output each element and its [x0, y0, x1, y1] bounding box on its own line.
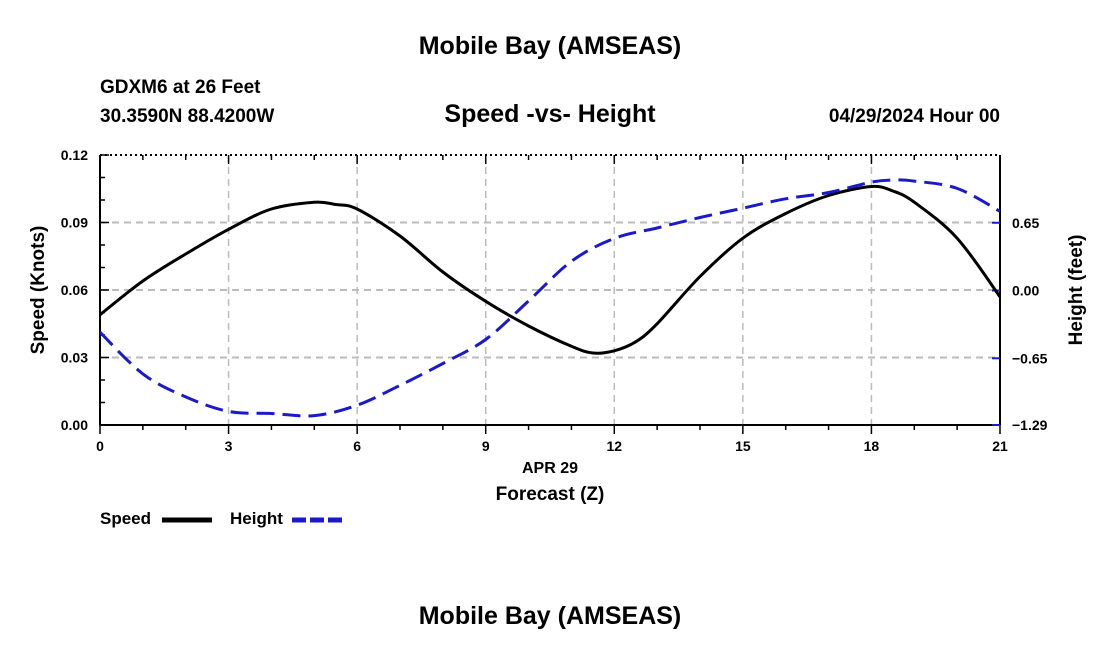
y-tick-label: 0.00	[61, 417, 88, 433]
x-tick-label: 15	[735, 438, 751, 454]
x-axis-label: Forecast (Z)	[496, 484, 605, 505]
y2-tick-label: 0.00	[1012, 283, 1039, 299]
coordinates-label: 30.3590N 88.4200W	[100, 106, 275, 127]
x-tick-label: 6	[353, 438, 361, 454]
x-tick-label: 21	[992, 438, 1008, 454]
x-tick-label: 18	[864, 438, 880, 454]
legend-height-label: Height	[230, 509, 283, 528]
x-tick-label: 9	[482, 438, 490, 454]
y2-tick-label: −0.65	[1012, 350, 1048, 366]
height-series-line	[98, 178, 1001, 418]
footer-title: Mobile Bay (AMSEAS)	[418, 602, 682, 630]
y-tick-label: 0.06	[61, 282, 88, 298]
speed-series-line	[99, 184, 1002, 355]
x-tick-label: 0	[96, 438, 104, 454]
x-tick-label: 12	[606, 438, 622, 454]
x-tick-label: 3	[225, 438, 233, 454]
y-axis-label: Speed (Knots)	[28, 226, 49, 355]
station-label: GDXM6 at 26 Feet	[100, 77, 261, 98]
y-tick-label: 0.12	[61, 147, 88, 163]
legend-speed-label: Speed	[100, 509, 152, 528]
y2-tick-label: −1.29	[1012, 417, 1048, 433]
y-tick-label: 0.03	[61, 350, 88, 366]
y-tick-label: 0.09	[61, 215, 88, 231]
y2-tick-label: 0.65	[1012, 215, 1039, 231]
chart-title: Mobile Bay (AMSEAS)	[418, 32, 682, 60]
forecast-datetime: 04/29/2024 Hour 00	[828, 106, 1000, 127]
chart-subtitle: Speed -vs- Height	[444, 100, 656, 128]
y2-axis-label: Height (feet)	[1066, 235, 1087, 346]
x-sublabel: APR 29	[522, 460, 578, 477]
